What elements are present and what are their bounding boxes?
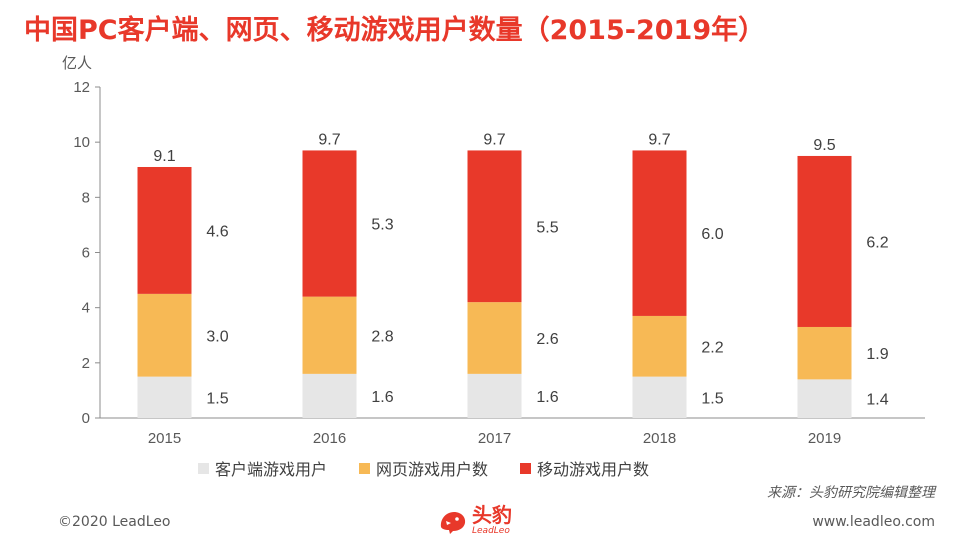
legend-label-client: 客户端游戏用户	[215, 460, 328, 479]
legend-item-web: 网页游戏用户数	[359, 456, 488, 480]
bar-segment	[632, 315, 687, 377]
data-label: 1.5	[206, 390, 228, 407]
website: www.leadleo.com	[812, 514, 935, 530]
data-label: 2.8	[371, 328, 393, 345]
y-tick-label: 8	[82, 189, 90, 206]
legend-label-web: 网页游戏用户数	[376, 460, 489, 479]
data-label: 2.6	[536, 331, 558, 348]
bar-segment	[467, 150, 522, 303]
y-tick-label: 12	[73, 79, 90, 96]
x-tick-label: 2018	[643, 430, 676, 447]
total-label: 9.5	[813, 137, 835, 154]
y-tick-label: 10	[73, 134, 90, 151]
bar-segment	[632, 150, 687, 316]
leadleo-logo: 头豹 LeadLeo	[438, 505, 512, 536]
bar-segment	[467, 373, 522, 418]
y-tick-label: 4	[82, 300, 90, 317]
bar-segment	[302, 296, 357, 374]
chart-title: 中国PC客户端、网页、移动游戏用户数量（2015-2019年）	[24, 15, 766, 46]
logo-text-cn: 头豹	[472, 503, 512, 527]
x-tick-label: 2015	[148, 430, 181, 447]
legend-item-client: 客户端游戏用户	[198, 456, 327, 480]
x-tick-label: 2016	[313, 430, 346, 447]
total-label: 9.1	[153, 148, 175, 165]
total-label: 9.7	[648, 131, 670, 148]
data-label: 5.3	[371, 217, 393, 234]
source-note: 来源：头豹研究院编辑整理	[767, 485, 935, 501]
y-axis-unit: 亿人	[62, 55, 92, 72]
data-label: 6.0	[701, 226, 723, 243]
data-label: 2.2	[701, 339, 723, 356]
bar-segment	[137, 166, 192, 294]
x-tick-label: 2017	[478, 430, 511, 447]
bar-segment	[302, 373, 357, 418]
bar-segment	[137, 293, 192, 377]
bar-segment	[467, 302, 522, 374]
data-label: 4.6	[206, 223, 228, 240]
bar-segment	[797, 379, 852, 418]
data-label: 1.6	[536, 389, 558, 406]
legend-label-mobile: 移动游戏用户数	[537, 460, 650, 479]
y-tick-label: 0	[82, 410, 90, 427]
bar-segment	[797, 155, 852, 327]
data-label: 6.2	[866, 234, 888, 251]
legend-item-mobile: 移动游戏用户数	[520, 456, 649, 480]
data-label: 1.6	[371, 389, 393, 406]
logo-text-en: LeadLeo	[472, 526, 510, 536]
legend-swatch-web	[359, 462, 371, 474]
data-label: 3.0	[206, 328, 228, 345]
bar-segment	[302, 150, 357, 297]
data-label: 1.4	[866, 392, 888, 409]
bar-segment	[797, 326, 852, 380]
x-tick-label: 2019	[808, 430, 841, 447]
copyright: ©2020 LeadLeo	[58, 514, 171, 530]
total-label: 9.7	[483, 131, 505, 148]
legend-swatch-client	[198, 462, 209, 474]
data-label: 5.5	[536, 219, 558, 236]
y-tick-label: 6	[82, 245, 90, 262]
bar-segment	[137, 376, 192, 418]
data-label: 1.5	[701, 390, 723, 407]
legend-swatch-mobile	[520, 462, 532, 474]
data-label: 1.9	[866, 346, 888, 363]
total-label: 9.7	[318, 131, 340, 148]
leopard-logo-icon	[440, 511, 466, 534]
bar-segment	[632, 376, 687, 418]
legend: 客户端游戏用户 网页游戏用户数 移动游戏用户数	[198, 456, 649, 480]
y-tick-label: 2	[82, 355, 90, 372]
